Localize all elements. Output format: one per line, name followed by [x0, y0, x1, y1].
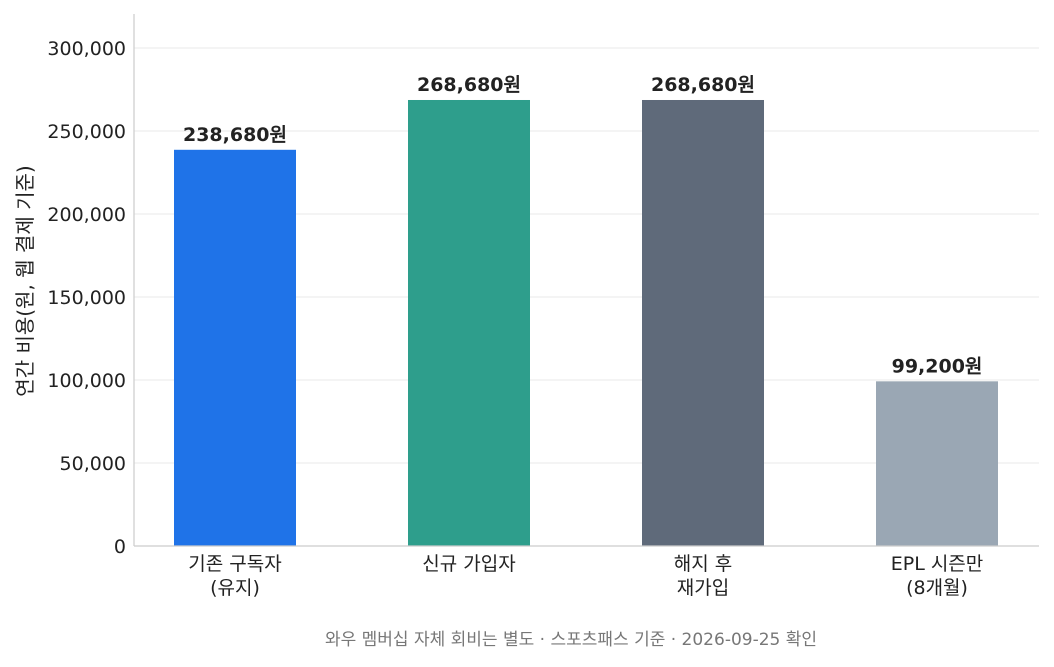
bar [408, 99, 530, 546]
y-tick-label: 50,000 [60, 453, 126, 475]
x-tick-label: 신규 가입자 [422, 553, 515, 575]
y-tick-label: 150,000 [47, 287, 126, 309]
y-tick-label: 0 [114, 536, 126, 558]
bar-value-label: 268,680원 [651, 74, 755, 96]
y-axis-label: 연간 비용(원, 웹 결제 기준) [13, 165, 37, 396]
bars [174, 99, 998, 546]
x-tick-label: 해지 후 재가입 [674, 553, 732, 599]
axes [133, 14, 1039, 547]
bar-value-label: 268,680원 [417, 74, 521, 96]
x-tick-label: EPL 시즌만 (8개월) [891, 553, 984, 599]
y-tick-label: 100,000 [47, 370, 126, 392]
bar [642, 99, 764, 546]
bar [174, 149, 296, 546]
bar-value-label: 238,680원 [183, 124, 287, 146]
y-tick-label: 250,000 [47, 121, 126, 143]
y-tick-label: 200,000 [47, 204, 126, 226]
x-tick-labels: 기존 구독자 (유지) 신규 가입자 해지 후 재가입 EPL 시즌만 (8개월) [188, 553, 983, 599]
y-tick-label: 300,000 [47, 38, 126, 60]
bar [876, 381, 998, 546]
footnote: 와우 멤버십 자체 회비는 별도 · 스포츠패스 기준 · 2026-09-25… [325, 630, 817, 650]
y-tick-labels: 0 50,000 100,000 150,000 200,000 250,000 300,0… [47, 38, 126, 558]
bar-value-label: 99,200원 [892, 355, 983, 377]
value-labels: 238,680원 268,680원 268,680원 99,200원 [183, 74, 982, 377]
x-tick-label: 기존 구독자 (유지) [188, 553, 281, 599]
